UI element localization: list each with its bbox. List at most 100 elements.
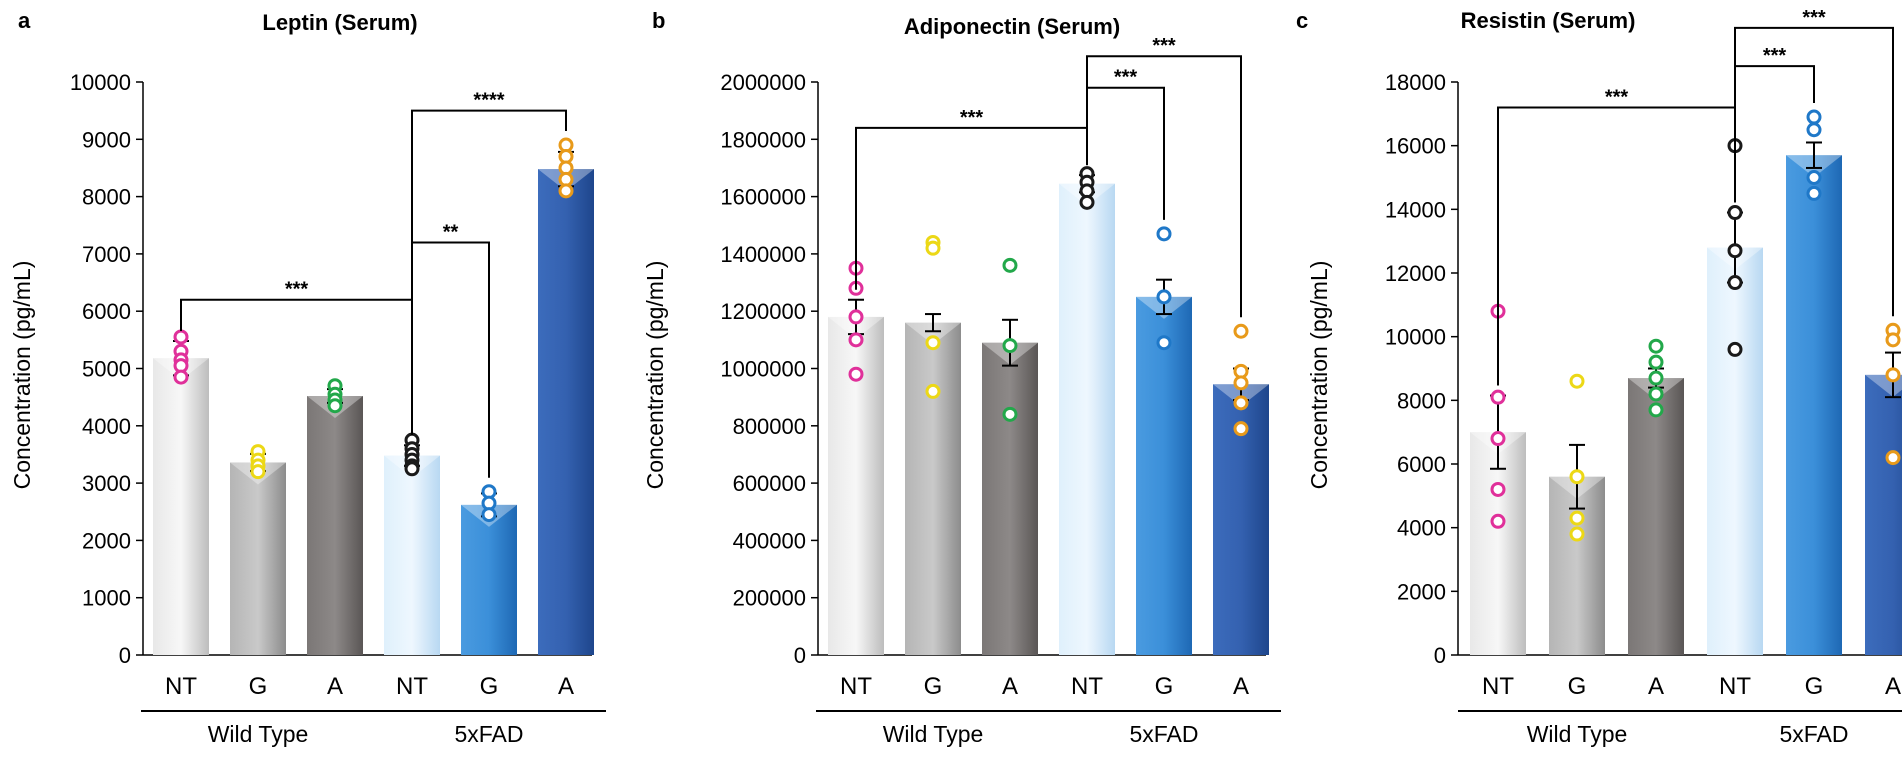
data-point xyxy=(925,383,941,399)
bars xyxy=(153,137,594,655)
y-tick-label: 5000 xyxy=(82,357,131,382)
data-point xyxy=(1806,185,1822,201)
bars xyxy=(828,166,1269,655)
y-tick-labels: 0 2000 4000 6000 8000 10000 12000 14000 16000 180… xyxy=(1385,70,1458,668)
data-point xyxy=(1233,421,1249,437)
category-label: A xyxy=(327,673,343,700)
category-label: NT xyxy=(1719,673,1751,700)
significance-bracket xyxy=(411,241,490,478)
y-tick-label: 16000 xyxy=(1385,134,1446,159)
data-point xyxy=(250,464,266,480)
significance-bracket xyxy=(180,298,413,427)
chart-title: Resistin (Serum) xyxy=(1461,8,1636,33)
significance-label: *** xyxy=(1152,35,1176,57)
y-tick-label: 0 xyxy=(119,643,131,668)
bar xyxy=(1707,247,1763,656)
panel-resistin: c Resistin (Serum) Concentration (pg/mL)… xyxy=(1296,7,1902,747)
y-tick-label: 1200000 xyxy=(720,299,806,324)
significance-brackets: *** *** *** xyxy=(855,35,1242,318)
data-point xyxy=(481,507,497,523)
y-axis-label: Concentration (pg/mL) xyxy=(642,261,668,490)
category-label: NT xyxy=(840,673,872,700)
category-label: A xyxy=(1233,673,1249,700)
data-point xyxy=(1156,289,1172,305)
data-point xyxy=(1727,275,1743,291)
bar xyxy=(153,358,209,655)
data-point xyxy=(1569,510,1585,526)
bar xyxy=(1865,374,1902,655)
category-label: A xyxy=(1648,673,1664,700)
category-label: A xyxy=(558,673,574,700)
data-point xyxy=(1806,170,1822,185)
y-tick-label: 14000 xyxy=(1385,197,1446,222)
y-tick-label: 8000 xyxy=(82,185,131,210)
group-labels: Wild Type 5xFAD xyxy=(141,710,606,747)
data-point xyxy=(1002,406,1018,422)
chart-title: Leptin (Serum) xyxy=(262,10,417,35)
data-point xyxy=(1569,373,1585,389)
data-point xyxy=(1806,122,1822,138)
data-point xyxy=(1885,332,1901,348)
y-tick-label: 10000 xyxy=(1385,325,1446,350)
y-tick-label: 200000 xyxy=(733,586,806,611)
y-tick-label: 10000 xyxy=(70,70,131,95)
panel-adiponectin: b Adiponectin (Serum) Concentration (pg/… xyxy=(642,8,1281,747)
y-tick-label: 2000 xyxy=(82,528,131,553)
category-label: NT xyxy=(1482,673,1514,700)
significance-brackets: *** *** *** xyxy=(1497,7,1894,386)
panel-leptin: a Leptin (Serum) Concentration (pg/mL) 0… xyxy=(9,8,606,747)
data-point xyxy=(1569,526,1585,542)
chart-title: Adiponectin (Serum) xyxy=(904,14,1120,39)
category-label: G xyxy=(480,673,499,700)
data-point xyxy=(1885,450,1901,466)
data-point xyxy=(1885,367,1901,383)
y-tick-label: 1400000 xyxy=(720,242,806,267)
data-point xyxy=(1233,375,1249,391)
significance-label: *** xyxy=(1114,67,1138,89)
data-point xyxy=(1156,226,1172,242)
category-labels: NT G A NT G A xyxy=(840,673,1249,700)
data-point xyxy=(1806,109,1822,125)
group-label: Wild Type xyxy=(208,721,309,747)
bar xyxy=(307,396,363,655)
data-point xyxy=(404,461,420,477)
y-tick-label: 2000000 xyxy=(720,70,806,95)
y-tick-label: 6000 xyxy=(82,299,131,324)
category-label: G xyxy=(1805,673,1824,700)
y-tick-label: 0 xyxy=(794,643,806,668)
category-label: NT xyxy=(165,673,197,700)
category-labels: NT G A NT G A xyxy=(165,673,574,700)
bar xyxy=(1628,378,1684,655)
bars xyxy=(1470,109,1902,656)
bar xyxy=(1786,155,1842,655)
y-tick-label: 1600000 xyxy=(720,185,806,210)
significance-label: *** xyxy=(285,279,309,301)
group-labels: Wild Type 5xFAD xyxy=(816,710,1281,747)
category-label: G xyxy=(924,673,943,700)
panel-letter: a xyxy=(18,8,31,33)
group-label: Wild Type xyxy=(883,721,984,747)
y-tick-label: 2000 xyxy=(1397,579,1446,604)
y-tick-label: 7000 xyxy=(82,242,131,267)
y-tick-labels: 0 1000 2000 3000 4000 5000 6000 7000 8000 9000 100… xyxy=(70,70,143,668)
significance-bracket xyxy=(411,109,567,436)
bar xyxy=(1059,183,1115,655)
data-point xyxy=(848,309,864,325)
bar xyxy=(982,342,1038,655)
y-tick-label: 1800000 xyxy=(720,127,806,152)
data-point xyxy=(173,369,189,385)
bar xyxy=(461,504,517,655)
group-label: 5xFAD xyxy=(454,721,523,747)
data-point xyxy=(1233,323,1249,339)
y-tick-label: 3000 xyxy=(82,471,131,496)
y-tick-label: 12000 xyxy=(1385,261,1446,286)
bar xyxy=(905,322,961,655)
data-point xyxy=(327,398,343,414)
category-labels: NT G A NT G A xyxy=(1482,673,1901,700)
significance-bracket xyxy=(1734,26,1894,317)
y-tick-labels: 0 200000 400000 600000 800000 1000000 1200000 1… xyxy=(720,70,818,668)
panel-letter: b xyxy=(652,8,665,33)
y-tick-label: 1000000 xyxy=(720,357,806,382)
significance-label: ** xyxy=(443,221,459,243)
data-point xyxy=(1727,243,1743,259)
